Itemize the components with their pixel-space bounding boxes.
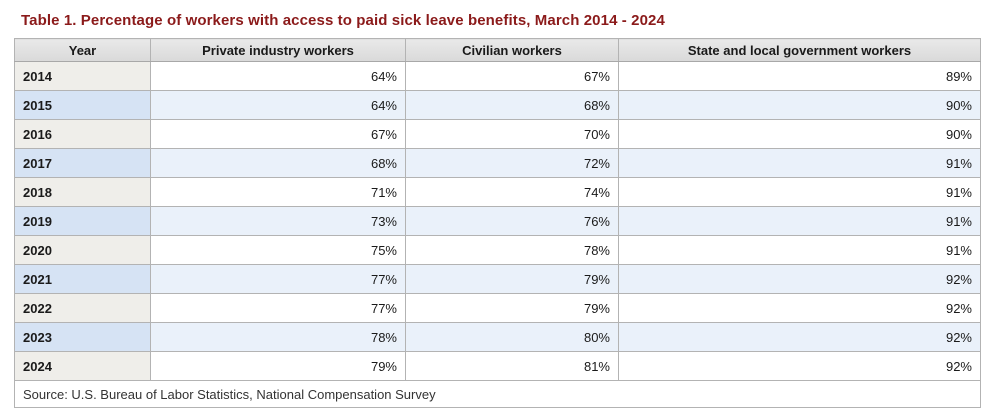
value-cell-civilian: 72% [405, 148, 619, 178]
year-cell: 2014 [14, 61, 151, 91]
year-cell: 2024 [14, 351, 151, 381]
table-row: 2020 75% 78% 91% [14, 235, 981, 265]
year-cell: 2020 [14, 235, 151, 265]
value-cell-state-local-government: 92% [618, 264, 981, 294]
value-cell-private-industry: 68% [150, 148, 406, 178]
value-cell-civilian: 80% [405, 322, 619, 352]
value-cell-private-industry: 67% [150, 119, 406, 149]
table-row: 2014 64% 67% 89% [14, 61, 981, 91]
value-cell-private-industry: 64% [150, 90, 406, 120]
value-cell-state-local-government: 92% [618, 293, 981, 323]
value-cell-state-local-government: 92% [618, 351, 981, 381]
table-row: 2021 77% 79% 92% [14, 264, 981, 294]
value-cell-state-local-government: 91% [618, 235, 981, 265]
table-row: 2015 64% 68% 90% [14, 90, 981, 120]
value-cell-private-industry: 64% [150, 61, 406, 91]
table-row: 2022 77% 79% 92% [14, 293, 981, 323]
value-cell-civilian: 79% [405, 264, 619, 294]
value-cell-civilian: 68% [405, 90, 619, 120]
year-cell: 2019 [14, 206, 151, 236]
source-note: Source: U.S. Bureau of Labor Statistics,… [14, 380, 981, 408]
column-header-civilian: Civilian workers [405, 38, 619, 62]
table-row: 2016 67% 70% 90% [14, 119, 981, 149]
table-row: 2017 68% 72% 91% [14, 148, 981, 178]
value-cell-civilian: 67% [405, 61, 619, 91]
value-cell-state-local-government: 91% [618, 206, 981, 236]
value-cell-private-industry: 78% [150, 322, 406, 352]
value-cell-private-industry: 75% [150, 235, 406, 265]
value-cell-civilian: 70% [405, 119, 619, 149]
year-cell: 2015 [14, 90, 151, 120]
value-cell-civilian: 81% [405, 351, 619, 381]
sick-leave-benefits-table: Year Private industry workers Civilian w… [14, 38, 981, 408]
value-cell-private-industry: 71% [150, 177, 406, 207]
value-cell-state-local-government: 92% [618, 322, 981, 352]
value-cell-state-local-government: 89% [618, 61, 981, 91]
column-header-state-local-government: State and local government workers [618, 38, 981, 62]
table-row: 2019 73% 76% 91% [14, 206, 981, 236]
table-row: 2024 79% 81% 92% [14, 351, 981, 381]
value-cell-civilian: 74% [405, 177, 619, 207]
header-row: Year Private industry workers Civilian w… [14, 38, 981, 62]
year-cell: 2016 [14, 119, 151, 149]
value-cell-state-local-government: 91% [618, 148, 981, 178]
table-row: 2023 78% 80% 92% [14, 322, 981, 352]
value-cell-private-industry: 77% [150, 293, 406, 323]
value-cell-civilian: 78% [405, 235, 619, 265]
value-cell-private-industry: 79% [150, 351, 406, 381]
value-cell-private-industry: 77% [150, 264, 406, 294]
value-cell-state-local-government: 90% [618, 119, 981, 149]
source-row: Source: U.S. Bureau of Labor Statistics,… [14, 380, 981, 408]
year-cell: 2018 [14, 177, 151, 207]
year-cell: 2022 [14, 293, 151, 323]
table-row: 2018 71% 74% 91% [14, 177, 981, 207]
value-cell-state-local-government: 90% [618, 90, 981, 120]
value-cell-private-industry: 73% [150, 206, 406, 236]
table-body: 2014 64% 67% 89% 2015 64% 68% 90% 2016 6… [14, 61, 981, 381]
year-cell: 2021 [14, 264, 151, 294]
column-header-year: Year [14, 38, 151, 62]
column-header-private-industry: Private industry workers [150, 38, 406, 62]
year-cell: 2017 [14, 148, 151, 178]
value-cell-civilian: 79% [405, 293, 619, 323]
year-cell: 2023 [14, 322, 151, 352]
page-title: Table 1. Percentage of workers with acce… [21, 12, 665, 29]
value-cell-state-local-government: 91% [618, 177, 981, 207]
value-cell-civilian: 76% [405, 206, 619, 236]
